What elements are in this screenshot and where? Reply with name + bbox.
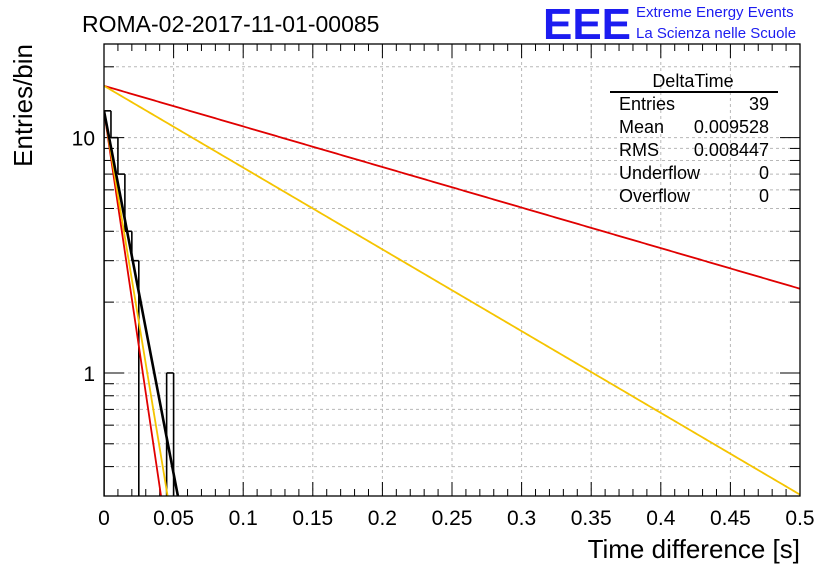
x-tick-label: 0.4 (646, 507, 676, 530)
logo-mark: EEE (543, 0, 631, 49)
y-tick-label: 1 (83, 363, 95, 386)
y-axis-title: Entries/bin (8, 44, 38, 167)
x-tick-label: 0.15 (292, 507, 333, 530)
grid (104, 44, 800, 497)
fit-curves (104, 84, 800, 496)
x-tick-label: 0.5 (785, 507, 814, 530)
x-tick-label: 0.1 (229, 507, 258, 530)
x-tick-label: 0.2 (368, 507, 397, 530)
x-tick-label: 0.35 (571, 507, 612, 530)
stats-box: DeltaTime Entries 39 Mean 0.009528 RMS 0.0084… (610, 71, 778, 206)
x-tick-label: 0.45 (710, 507, 751, 530)
stats-row-value: 0.009528 (694, 117, 769, 137)
chart-title: ROMA-02-2017-11-01-00085 (82, 11, 379, 37)
stats-row-value: 0.008447 (694, 140, 769, 160)
stats-row-label: RMS (619, 140, 659, 160)
x-tick-labels: 0 0.05 0.1 0.15 0.2 0.25 0.3 0.35 0.4 0.45 0.5 (98, 507, 814, 530)
fit-curve (104, 110, 162, 496)
stats-row-label: Overflow (619, 186, 691, 206)
stats-row-value: 39 (749, 94, 769, 114)
x-tick-label: 0.3 (507, 507, 536, 530)
stats-row-value: 0 (759, 163, 769, 183)
stats-row-label: Underflow (619, 163, 701, 183)
stats-row-label: Entries (619, 94, 675, 114)
x-tick-label: 0.05 (153, 507, 194, 530)
plot-frame (103, 43, 801, 497)
stats-row-label: Mean (619, 117, 664, 137)
axis-ticks (103, 44, 801, 497)
logo-line-2: La Scienza nelle Scuole (636, 25, 796, 42)
x-axis-title: Time difference [s] (588, 534, 800, 564)
y-tick-labels: 1 10 (72, 128, 95, 386)
logo-line-1: Extreme Energy Events (636, 4, 794, 21)
x-tick-label: 0.25 (432, 507, 473, 530)
fit-curve (104, 110, 180, 496)
x-tick-label: 0 (98, 507, 110, 530)
fit-curve (104, 84, 800, 290)
stats-row-value: 0 (759, 186, 769, 206)
fit-curve (104, 110, 169, 496)
fit-curve (104, 85, 800, 496)
stats-box-title: DeltaTime (652, 71, 733, 91)
y-tick-label: 10 (72, 128, 95, 151)
